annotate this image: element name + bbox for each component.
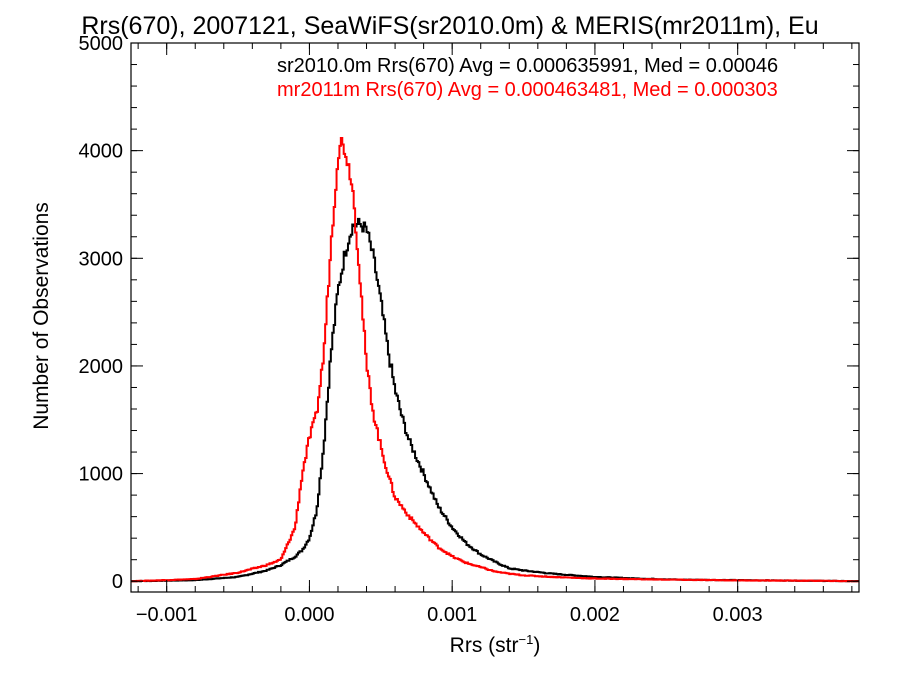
y-tick-label: 4000	[79, 141, 124, 163]
y-tick-label: 3000	[79, 248, 124, 270]
y-tick-label: 1000	[79, 464, 124, 486]
series-layer	[131, 137, 859, 583]
plot-frame	[130, 42, 860, 593]
chart-title: Rrs(670), 2007121, SeaWiFS(sr2010.0m) & …	[81, 12, 818, 40]
axis-ticks: −0.001 0.000 0.001 0.002 0.003 0 1000 2000 3000 4…	[79, 33, 859, 626]
stats-annotation-sr2010.0m: sr2010.0m Rrs(670) Avg = 0.000635991, Me…	[277, 55, 778, 77]
stats-annotation-mr2011m: mr2011m Rrs(670) Avg = 0.000463481, Med …	[277, 79, 778, 101]
y-tick-label: 5000	[79, 33, 124, 55]
x-tick-label: 0.000	[284, 604, 334, 626]
y-axis-label: Number of Observations	[30, 202, 53, 430]
y-tick-label: 0	[112, 571, 123, 593]
x-tick-label: −0.001	[136, 604, 198, 626]
x-axis-label-superscript: −1	[519, 632, 534, 647]
x-axis-label-text: Rrs (str	[450, 634, 519, 657]
y-tick-label: 2000	[79, 356, 124, 378]
x-axis-label-close: )	[533, 634, 540, 657]
series-line-sr2010.0m	[131, 217, 859, 583]
x-axis-label: Rrs (str−1)	[450, 632, 541, 657]
stats-annotations: sr2010.0m Rrs(670) Avg = 0.000635991, Me…	[277, 55, 778, 101]
x-tick-label: 0.001	[427, 604, 477, 626]
x-tick-label: 0.003	[713, 604, 763, 626]
x-tick-label: 0.002	[570, 604, 620, 626]
series-line-mr2011m	[131, 137, 859, 583]
